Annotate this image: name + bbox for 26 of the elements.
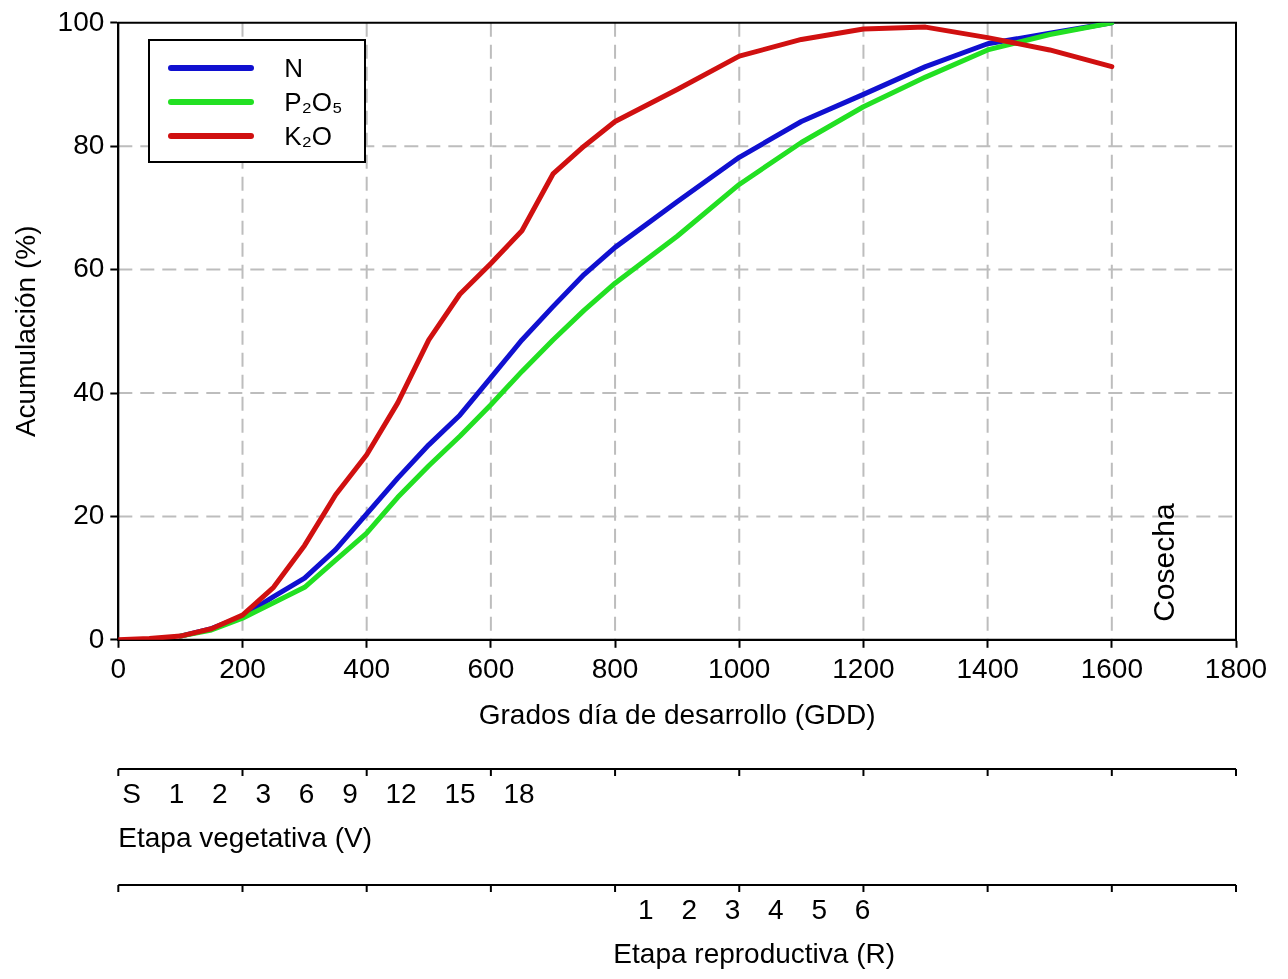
y-tick-label: 0 [88, 622, 105, 654]
y-tick-label: 20 [73, 499, 105, 531]
y-tick-label: 60 [73, 252, 105, 284]
y-axis-title: Acumulación (%) [9, 225, 41, 438]
y-tick-label: 80 [73, 128, 105, 160]
text: S 1 2 3 6 9 12 15 18 [122, 777, 535, 809]
x-tick-label: 0 [110, 653, 127, 685]
x-tick-label: 1800 [1204, 653, 1268, 685]
legend-label: P₂O₅ [284, 85, 343, 119]
annotation: Cosecha [1147, 503, 1180, 622]
y-tick-label: 100 [57, 5, 105, 37]
x-tick-label: 1000 [708, 653, 771, 685]
y-tick-label: 40 [73, 375, 105, 407]
x-tick-label: 1200 [832, 653, 895, 685]
x-tick-label: 1400 [956, 653, 1019, 685]
text: Etapa vegetativa (V) [118, 821, 373, 853]
x-tick-label: 400 [343, 653, 391, 685]
x-tick-label: 1600 [1080, 653, 1143, 685]
text: Etapa reproductiva (R) [613, 937, 896, 969]
text: 1 2 3 4 5 6 [638, 893, 871, 925]
x-tick-label: 600 [467, 653, 515, 685]
legend-label: N [284, 51, 304, 85]
legend-label: K₂O [284, 119, 332, 153]
x-tick-label: 800 [591, 653, 639, 685]
x-tick-label: 200 [219, 653, 266, 685]
x-axis-title: Grados día de desarrollo (GDD) [478, 698, 876, 730]
